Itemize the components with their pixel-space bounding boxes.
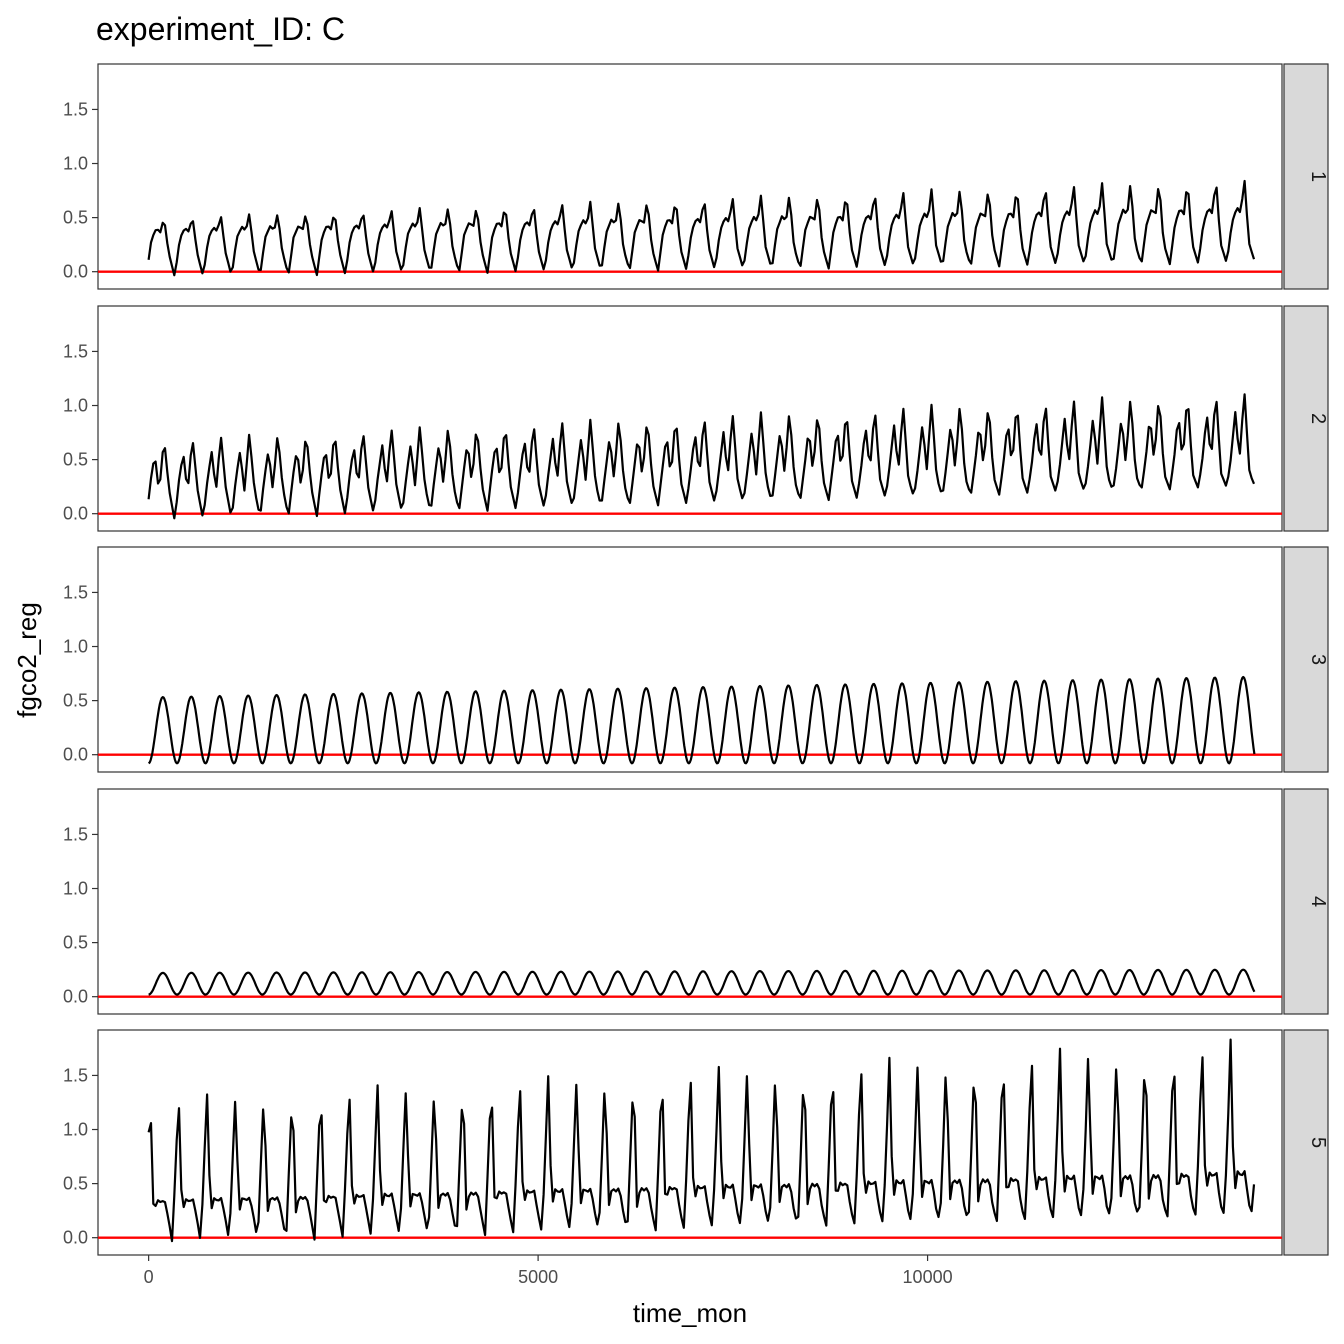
facet-strip-label: 3 [1307,654,1329,665]
facet-strip-label: 1 [1307,171,1329,182]
x-axis-title: time_mon [633,1298,747,1328]
facet-panel-1: 1 0.0 0.5 1.0 1.5 [63,63,1329,290]
y-tick-label: 0.0 [63,987,88,1007]
facet-strip [1283,63,1329,290]
y-axis-title: fgco2_reg [12,602,42,718]
facet-strip-label: 4 [1307,896,1329,907]
x-axis: 0 5000 10000 [144,1255,953,1287]
x-tick-label: 0 [144,1267,154,1287]
y-tick-label: 0.5 [63,933,88,953]
y-tick-label: 1.0 [63,154,88,174]
facet-panel-2: 2 0.0 0.5 1.0 1.5 [63,305,1329,532]
facet-panels: 10.00.51.01.520.00.51.01.530.00.51.01.54… [63,63,1329,1256]
y-tick-label: 1.5 [63,582,88,602]
panel-border [97,63,1283,290]
chart-title: experiment_ID: C [96,11,345,47]
y-tick-label: 1.5 [63,1065,88,1085]
y-tick-label: 0.5 [63,691,88,711]
facet-strip-label: 5 [1307,1137,1329,1148]
y-tick-label: 0.0 [63,745,88,765]
series-line [147,1038,1256,1243]
facet-panel-5: 5 0.0 0.5 1.0 1.5 [63,1029,1329,1256]
y-tick-label: 0.5 [63,208,88,228]
facet-strip-label: 2 [1307,413,1329,424]
panel-border [97,546,1283,773]
series-line [147,675,1256,765]
facet-strip [1283,1029,1329,1256]
x-tick-label: 5000 [518,1267,558,1287]
y-tick-label: 1.0 [63,396,88,416]
facet-strip [1283,546,1329,773]
y-tick-label: 1.5 [63,824,88,844]
y-tick-label: 1.0 [63,1120,88,1140]
y-tick-label: 1.5 [63,99,88,119]
y-tick-label: 0.5 [63,450,88,470]
facet-panel-3: 3 0.0 0.5 1.0 1.5 [63,546,1329,773]
y-tick-label: 1.5 [63,341,88,361]
y-tick-label: 1.0 [63,879,88,899]
facet-panel-4: 4 0.0 0.5 1.0 1.5 [63,788,1329,1015]
facet-strip [1283,305,1329,532]
y-tick-label: 0.0 [63,504,88,524]
panel-border [97,1029,1283,1256]
panel-border [97,305,1283,532]
y-tick-label: 0.0 [63,1228,88,1248]
series-line [147,393,1256,520]
y-tick-label: 0.5 [63,1174,88,1194]
series-line [148,968,1256,996]
x-tick-label: 10000 [903,1267,953,1287]
panel-border [97,788,1283,1015]
y-tick-label: 0.0 [63,262,88,282]
facet-strip [1283,788,1329,1015]
series-line [147,179,1256,277]
y-tick-label: 1.0 [63,637,88,657]
